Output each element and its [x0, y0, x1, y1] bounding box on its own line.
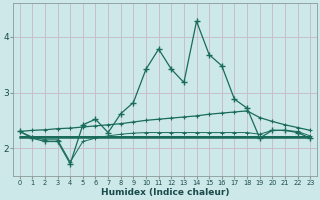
X-axis label: Humidex (Indice chaleur): Humidex (Indice chaleur) — [101, 188, 229, 197]
